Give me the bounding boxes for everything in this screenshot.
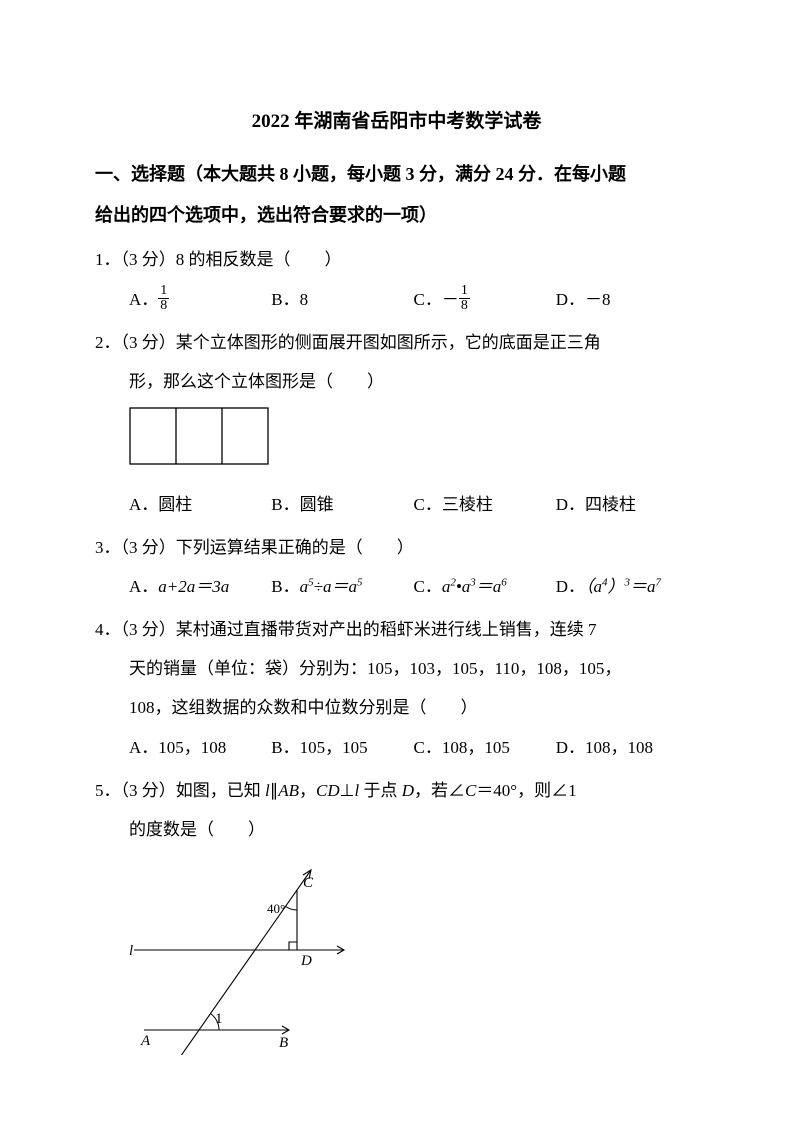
q5-s1-g: ⊥	[340, 781, 355, 800]
q5-s1-f: CD	[316, 781, 340, 800]
section-header-line2: 给出的四个选项中，选出符合要求的一项）	[95, 205, 437, 225]
q4-option-C: C．108，105	[414, 728, 556, 767]
q1-option-C: C．－18	[414, 280, 556, 319]
q5-right-angle	[289, 942, 297, 950]
q5-s1-a: 5．（3 分）如图，已知	[95, 781, 265, 800]
q5-s1-j: D	[402, 781, 414, 800]
q5-label-l: l	[129, 943, 133, 959]
q1-option-B: B．8	[271, 280, 413, 319]
q1-C-frac: 18	[459, 284, 470, 313]
q5-label-A: A	[140, 1033, 151, 1049]
q5-label-B: B	[279, 1035, 288, 1051]
question-3: 3．（3 分）下列运算结果正确的是（ ） A．a+2a＝3a B．a5÷a＝a5…	[95, 528, 698, 606]
q5-stem1: 5．（3 分）如图，已知 l∥AB，CD⊥l 于点 D，若∠C＝40°，则∠1	[95, 771, 698, 810]
q5-s1-i: 于点	[359, 781, 402, 800]
q5-s1-c: ∥	[270, 781, 279, 800]
q3-A-body: a+2a＝3a	[158, 577, 229, 596]
q5-s1-k: ，若∠	[414, 781, 465, 800]
q3-A-pre: A．	[129, 577, 158, 596]
q1-A-prefix: A．	[129, 290, 158, 309]
q5-stem2: 的度数是（ ）	[95, 810, 698, 849]
q2-options: A．圆柱 B．圆锥 C．三棱柱 D．四棱柱	[95, 485, 698, 524]
q4-option-D: D．108，108	[556, 728, 698, 767]
q4-stem2: 天的销量（单位：袋）分别为：105，103，105，110，108，105，	[95, 649, 698, 688]
exam-page: 2022 年湖南省岳阳市中考数学试卷 一、选择题（本大题共 8 小题，每小题 3…	[0, 0, 793, 1135]
q1-options: A．18 B．8 C．－18 D．－8	[95, 280, 698, 319]
q2-rect-outer	[130, 408, 268, 464]
q3-option-A: A．a+2a＝3a	[129, 567, 271, 606]
q5-label-1: 1	[215, 1011, 223, 1027]
q2-stem1: 2．（3 分）某个立体图形的侧面展开图如图所示，它的底面是正三角	[95, 323, 698, 362]
q2-option-D: D．四棱柱	[556, 485, 698, 524]
section-header: 一、选择题（本大题共 8 小题，每小题 3 分，满分 24 分．在每小题 给出的…	[95, 154, 698, 237]
q2-option-C: C．三棱柱	[414, 485, 556, 524]
q3-D-body: （a4）3＝a7	[585, 577, 661, 596]
q5-figure: l A B C D 1 40°	[129, 855, 698, 1069]
q1-stem: 1．（3 分）8 的相反数是（ ）	[95, 240, 698, 279]
q3-B-pre: B．	[271, 577, 299, 596]
q3-B-body: a5÷a＝a5	[300, 577, 363, 596]
q3-C-body: a2•a3＝a6	[442, 577, 507, 596]
q3-C-pre: C．	[414, 577, 442, 596]
q1-C-num: 1	[459, 284, 470, 298]
q4-stem3: 108，这组数据的众数和中位数分别是（ ）	[95, 688, 698, 727]
q3-options: A．a+2a＝3a B．a5÷a＝a5 C．a2•a3＝a6 D．（a4）3＝a…	[95, 567, 698, 606]
q3-stem: 3．（3 分）下列运算结果正确的是（ ）	[95, 528, 698, 567]
q2-option-A: A．圆柱	[129, 485, 271, 524]
q5-label-D: D	[300, 953, 312, 969]
q3-option-C: C．a2•a3＝a6	[414, 567, 556, 606]
q1-C-den: 8	[459, 298, 470, 313]
page-title: 2022 年湖南省岳阳市中考数学试卷	[95, 100, 698, 144]
q4-stem1: 4．（3 分）某村通过直播带货对产出的稻虾米进行线上销售，连续 7	[95, 610, 698, 649]
q5-s1-e: ，	[299, 781, 316, 800]
question-4: 4．（3 分）某村通过直播带货对产出的稻虾米进行线上销售，连续 7 天的销量（单…	[95, 610, 698, 766]
q1-option-A: A．18	[129, 280, 271, 319]
q5-svg: l A B C D 1 40°	[129, 855, 349, 1055]
question-5: 5．（3 分）如图，已知 l∥AB，CD⊥l 于点 D，若∠C＝40°，则∠1 …	[95, 771, 698, 1069]
q5-label-40: 40°	[267, 901, 285, 916]
q5-label-C: C	[303, 875, 314, 891]
q4-option-B: B．105，105	[271, 728, 413, 767]
q5-s1-d: AB	[278, 781, 299, 800]
q4-options: A．105，108 B．105，105 C．108，105 D．108，108	[95, 728, 698, 767]
section-header-line1: 一、选择题（本大题共 8 小题，每小题 3 分，满分 24 分．在每小题	[95, 164, 626, 184]
q4-option-A: A．105，108	[129, 728, 271, 767]
q1-A-frac: 18	[158, 284, 169, 313]
q5-s1-m: ＝40°，则∠1	[476, 781, 576, 800]
question-1: 1．（3 分）8 的相反数是（ ） A．18 B．8 C．－18 D．－8	[95, 240, 698, 318]
q3-D-pre: D．	[556, 577, 585, 596]
q1-C-neg: －	[442, 290, 459, 309]
q2-option-B: B．圆锥	[271, 485, 413, 524]
q1-A-num: 1	[158, 284, 169, 298]
q5-arc-40	[286, 906, 298, 910]
q2-svg	[129, 407, 269, 465]
question-2: 2．（3 分）某个立体图形的侧面展开图如图所示，它的底面是正三角 形，那么这个立…	[95, 323, 698, 524]
q1-C-prefix: C．	[414, 290, 442, 309]
q3-option-B: B．a5÷a＝a5	[271, 567, 413, 606]
q2-figure	[129, 407, 698, 479]
q1-option-D: D．－8	[556, 280, 698, 319]
q5-transversal	[171, 870, 311, 1055]
q2-stem2: 形，那么这个立体图形是（ ）	[95, 362, 698, 401]
q1-A-den: 8	[158, 298, 169, 313]
q3-option-D: D．（a4）3＝a7	[556, 567, 698, 606]
q5-s1-l: C	[465, 781, 476, 800]
